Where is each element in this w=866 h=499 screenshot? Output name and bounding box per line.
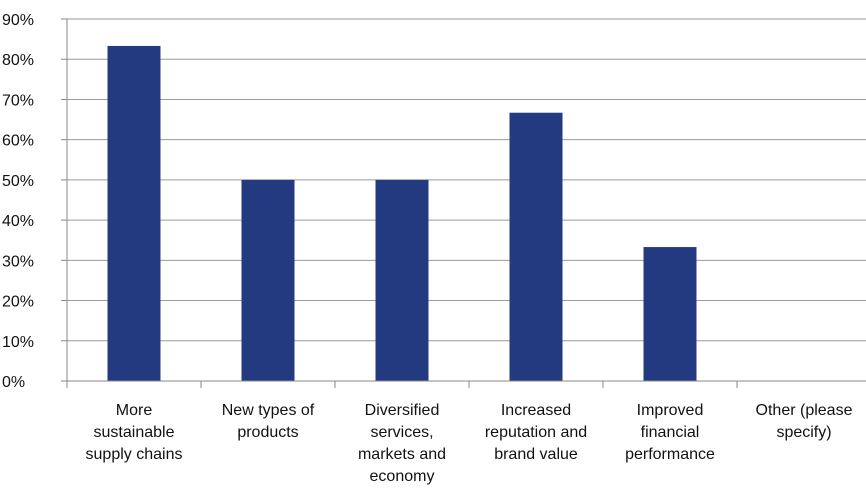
y-tick-label: 10%	[2, 334, 34, 351]
bar	[510, 113, 563, 381]
y-tick-label: 40%	[2, 213, 34, 230]
y-tick-label: 70%	[2, 92, 34, 109]
y-tick-label: 30%	[2, 253, 34, 270]
bar	[242, 180, 295, 381]
y-tick-label: 60%	[2, 133, 34, 150]
x-category-label: New types of products	[222, 402, 315, 441]
y-tick-label: 20%	[2, 294, 34, 311]
x-category-label: Other (please specify)	[756, 402, 853, 441]
x-category-label: More sustainable supply chains	[86, 402, 183, 463]
gridlines	[61, 19, 866, 381]
bar	[108, 46, 161, 381]
x-category-label: Improved financial performance	[625, 402, 715, 463]
x-axis	[67, 19, 866, 388]
x-category-label: Diversified services, markets and economy	[358, 402, 446, 485]
y-axis-tick-labels: 0% 10% 20% 30% 40% 50% 60% 70% 80% 90%	[2, 12, 34, 391]
bars	[108, 46, 697, 381]
bar	[644, 247, 697, 381]
y-tick-label: 90%	[2, 12, 34, 29]
x-axis-category-labels: More sustainable supply chains New types of…	[86, 402, 853, 485]
x-category-label: Increased reputation and brand value	[485, 402, 587, 463]
y-tick-label: 0%	[2, 374, 25, 391]
y-tick-label: 50%	[2, 173, 34, 190]
y-tick-label: 80%	[2, 52, 34, 69]
bar	[376, 180, 429, 381]
